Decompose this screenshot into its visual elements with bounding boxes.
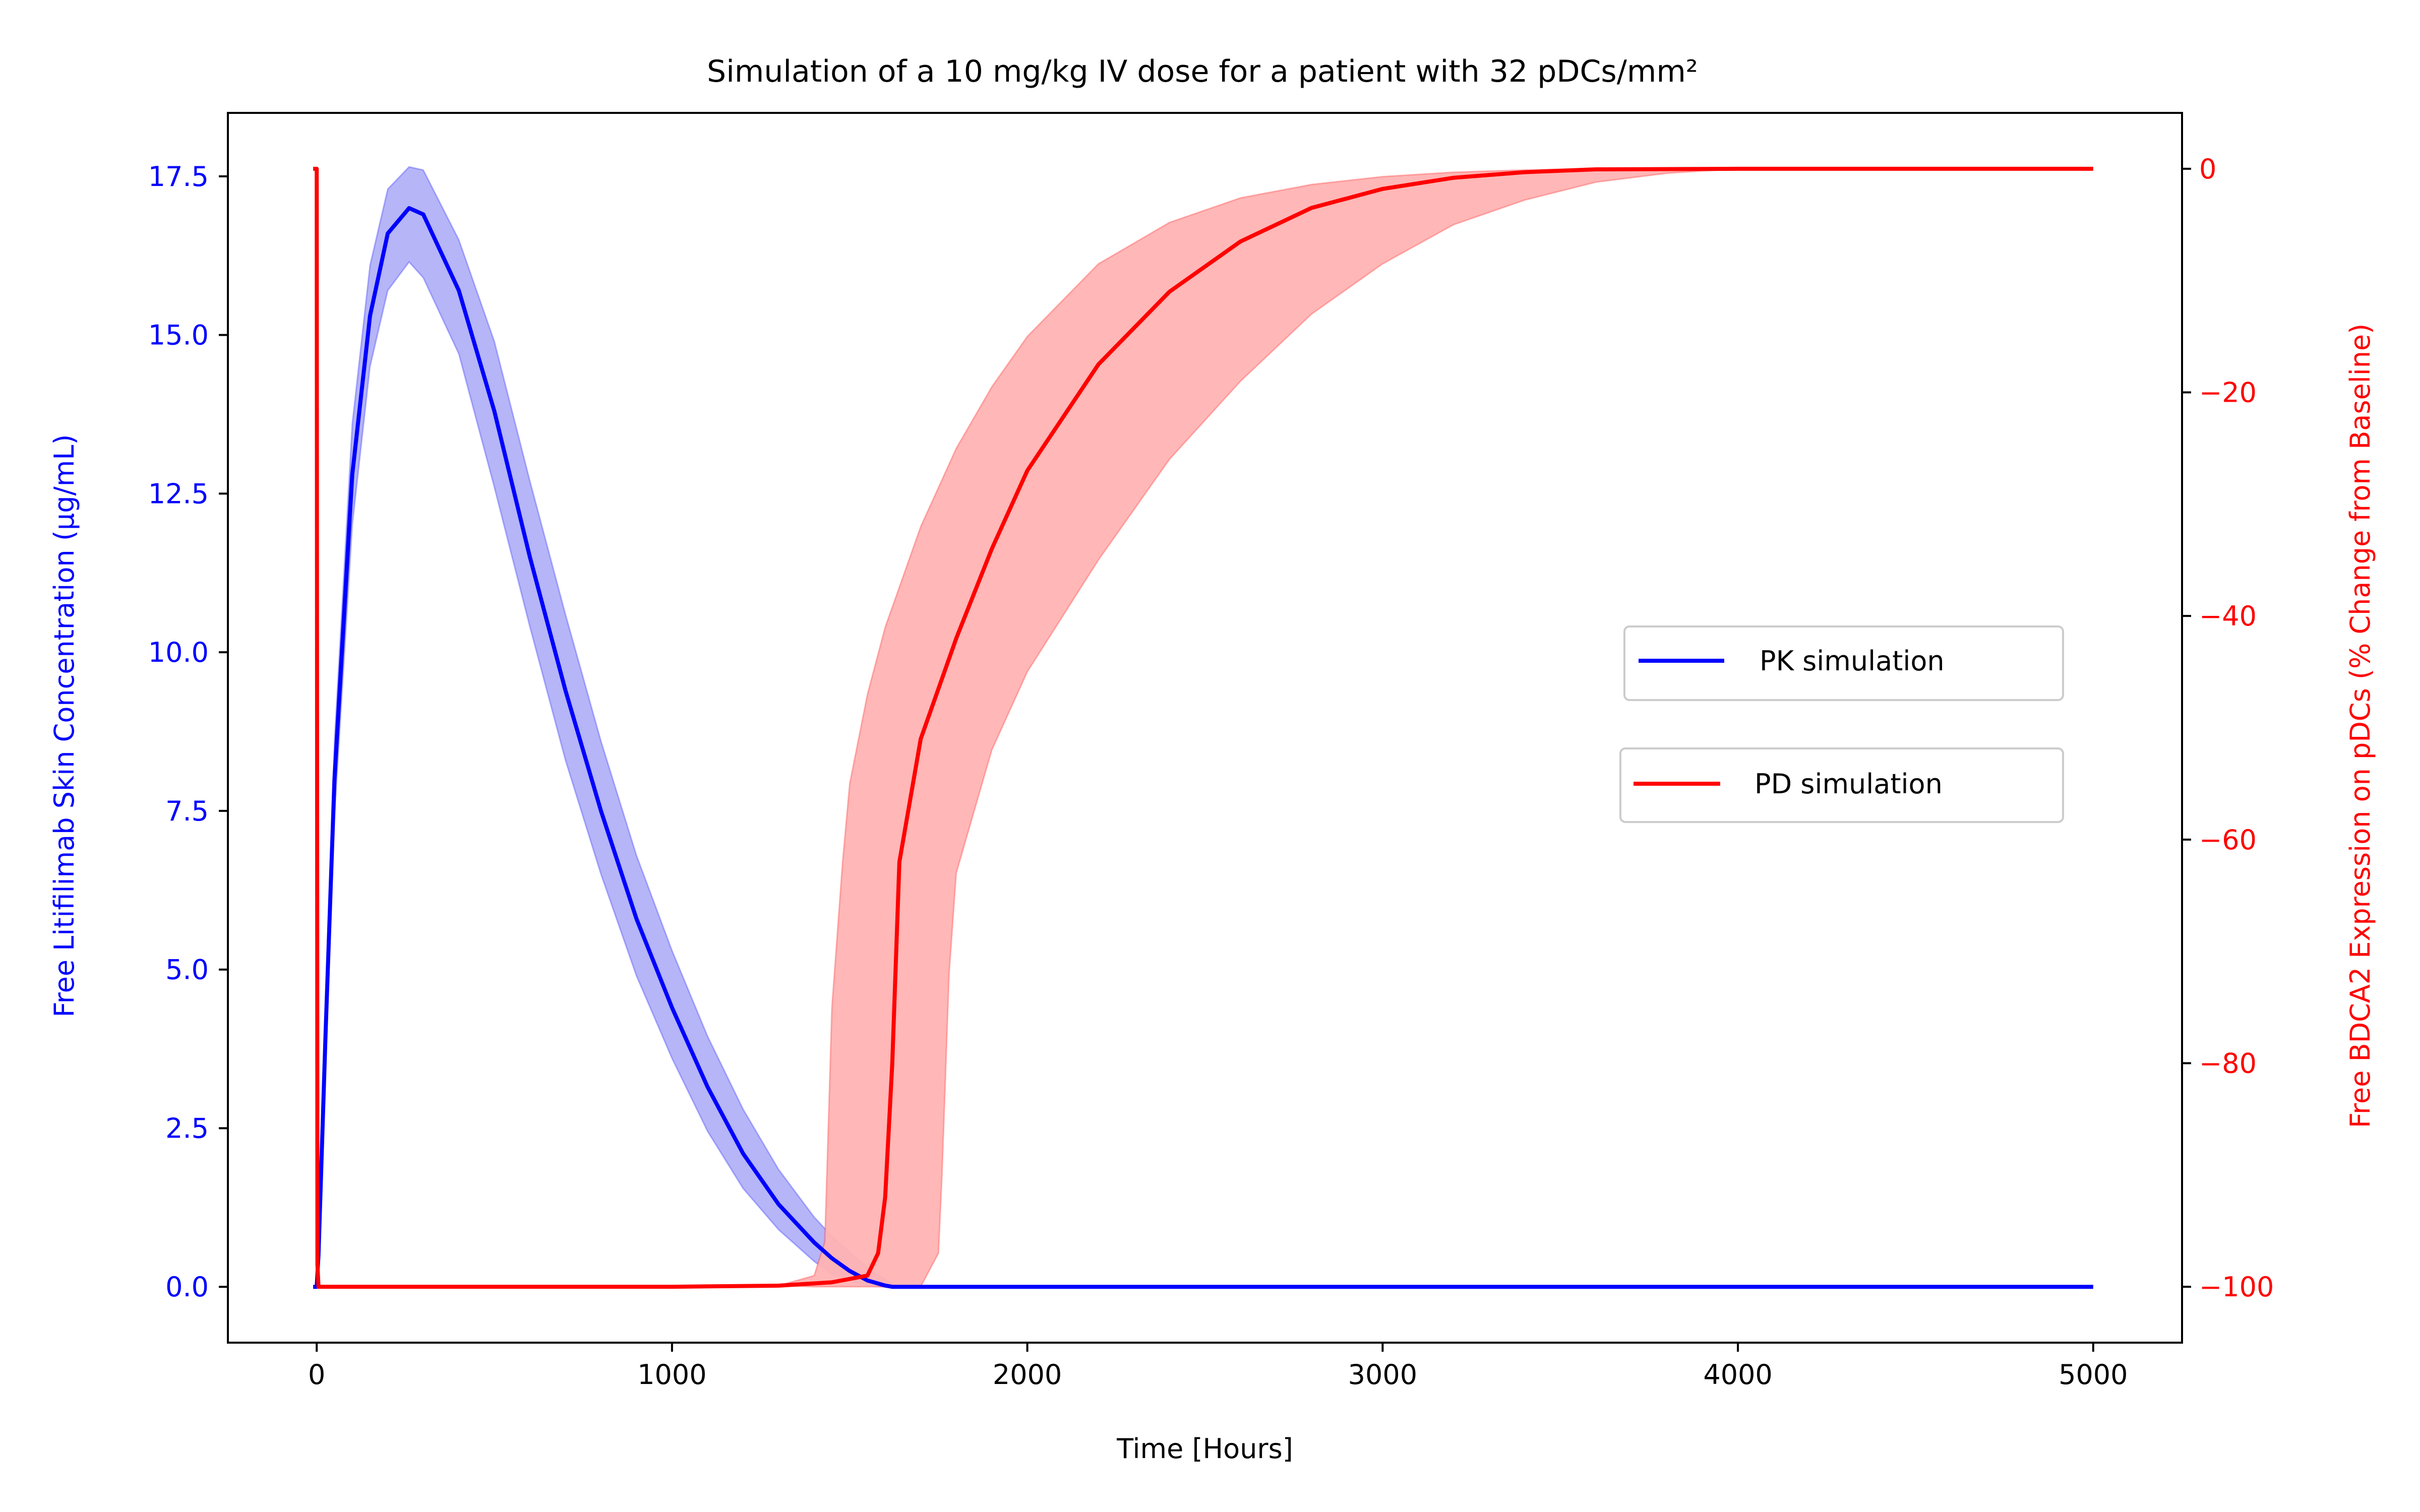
y-right-tick-label: −60 (2199, 824, 2257, 856)
confidence-bands (313, 166, 2093, 1288)
x-tick-label: 0 (308, 1359, 325, 1391)
plot-area-frame (227, 112, 2183, 1344)
y-right-tick-label: 0 (2199, 153, 2216, 185)
y-axis-right-label: Free BDCA2 Expression on pDCs (% Change … (2344, 324, 2376, 1128)
legend-pk-label: PK simulation (1760, 645, 1945, 677)
y-right-tick-label: −20 (2199, 377, 2257, 409)
y-right-tick-label: −40 (2199, 600, 2257, 632)
y-left-tick-label: 12.5 (148, 478, 209, 510)
x-tick-label: 5000 (2059, 1359, 2128, 1391)
y-left-tick-label: 2.5 (165, 1112, 209, 1144)
x-axis-ticks: 0 1000 2000 3000 4000 5000 (308, 1343, 2128, 1391)
x-tick-label: 1000 (637, 1359, 706, 1391)
x-tick-label: 3000 (1348, 1359, 1417, 1391)
legend-pd-box (1619, 747, 2064, 823)
y-axis-right-ticks: 0 −20 −40 −60 −80 −100 (2182, 153, 2274, 1303)
x-tick-label: 2000 (993, 1359, 1062, 1391)
y-left-tick-label: 15.0 (148, 320, 209, 351)
legend-pd-label: PD simulation (1754, 768, 1943, 800)
x-axis-label: Time [Hours] (1116, 1433, 1293, 1465)
pd-band (778, 168, 2093, 1288)
y-left-tick-label: 0.0 (165, 1271, 209, 1303)
pk-band (313, 166, 2093, 1288)
legend-pk: PK simulation (1623, 625, 2064, 701)
legend-pd: PD simulation (1619, 747, 2064, 823)
chart-title: Simulation of a 10 mg/kg IV dose for a p… (707, 54, 1698, 89)
x-tick-label: 4000 (1703, 1359, 1772, 1391)
y-left-tick-label: 7.5 (165, 795, 209, 827)
y-axis-left-ticks: 0.0 2.5 5.0 7.5 10.0 12.5 15.0 17.5 (148, 161, 228, 1303)
series-lines (313, 166, 2093, 1289)
y-left-tick-label: 5.0 (165, 954, 209, 986)
y-left-tick-label: 17.5 (148, 161, 209, 193)
y-left-tick-label: 10.0 (148, 637, 209, 668)
y-axis-left-label: Free Litifilimab Skin Concentration (μg/… (48, 434, 80, 1018)
legend-pk-box (1623, 625, 2064, 701)
y-right-tick-label: −100 (2199, 1271, 2274, 1303)
y-right-tick-label: −80 (2199, 1047, 2257, 1079)
pd-line (313, 166, 2093, 1289)
